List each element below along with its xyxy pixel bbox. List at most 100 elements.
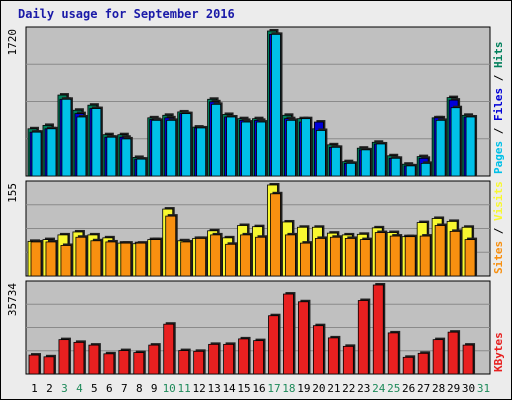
bar-pages-day-15 xyxy=(241,121,251,177)
bar-pages-day-19 xyxy=(301,118,311,177)
panel-hits-files-pages-legend: Pages / Files / Hits xyxy=(492,42,505,175)
x-tick-label-1: 1 xyxy=(31,382,38,395)
bar-pages-day-3 xyxy=(61,98,72,177)
bar-sites-day-9 xyxy=(150,239,162,277)
x-tick-label-8: 8 xyxy=(136,382,143,395)
bar-sites-day-27 xyxy=(419,235,431,277)
bar-sites-day-1 xyxy=(30,241,42,277)
bar-pages-day-22 xyxy=(345,162,356,177)
x-tick-label-24: 24 xyxy=(372,382,386,395)
bar-sites-day-21 xyxy=(329,236,341,277)
x-tick-label-12: 12 xyxy=(193,382,206,395)
bar-kbytes-day-30 xyxy=(462,344,474,375)
bar-kbytes-day-28 xyxy=(432,339,444,375)
bar-sites-day-3 xyxy=(60,245,72,277)
x-tick-label-29: 29 xyxy=(447,382,460,395)
bar-pages-day-16 xyxy=(256,121,266,177)
legend-sites: Sites xyxy=(492,241,505,274)
panel-kbytes-axis-max-label: 35734 xyxy=(6,283,19,316)
legend-sep0: / xyxy=(492,121,505,141)
bar-kbytes-day-11 xyxy=(178,350,190,375)
bar-sites-day-13 xyxy=(210,234,222,277)
bar-kbytes-day-4 xyxy=(73,341,85,375)
bar-pages-day-26 xyxy=(405,165,416,177)
bar-kbytes-day-23 xyxy=(357,300,369,375)
bar-sites-day-11 xyxy=(180,241,192,277)
bar-kbytes-day-9 xyxy=(148,344,160,375)
x-tick-label-14: 14 xyxy=(222,382,236,395)
bar-kbytes-day-1 xyxy=(28,354,40,375)
bar-pages-day-12 xyxy=(196,127,207,177)
bar-sites-day-30 xyxy=(464,239,476,277)
bar-pages-day-4 xyxy=(76,116,87,177)
panel-visits-sites-axis-max-label: 155 xyxy=(6,183,19,203)
bar-sites-day-24 xyxy=(374,232,386,277)
bar-kbytes-day-7 xyxy=(118,350,130,375)
x-tick-label-6: 6 xyxy=(106,382,113,395)
bar-sites-day-12 xyxy=(195,238,207,277)
panel-visits-sites-legend: Sites / Visits xyxy=(492,181,505,274)
bar-sites-day-19 xyxy=(300,242,311,277)
legend-files: Files xyxy=(492,88,505,121)
x-tick-label-16: 16 xyxy=(252,382,265,395)
bar-pages-day-29 xyxy=(450,107,461,177)
legend-visits: Visits xyxy=(492,181,505,221)
x-tick-label-20: 20 xyxy=(312,382,325,395)
bar-kbytes-day-22 xyxy=(342,345,354,375)
bar-kbytes-day-5 xyxy=(88,344,100,375)
x-tick-label-27: 27 xyxy=(417,382,430,395)
x-tick-label-21: 21 xyxy=(327,382,340,395)
x-tick-label-26: 26 xyxy=(402,382,415,395)
x-tick-label-15: 15 xyxy=(237,382,250,395)
bar-kbytes-day-15 xyxy=(238,338,249,375)
bar-sites-day-5 xyxy=(90,240,102,277)
legend-sep0: / xyxy=(492,221,505,241)
x-tick-label-17: 17 xyxy=(267,382,280,395)
bar-pages-day-6 xyxy=(106,136,117,177)
bar-sites-day-10 xyxy=(165,215,177,277)
bar-pages-day-11 xyxy=(181,113,192,177)
bar-pages-day-2 xyxy=(46,128,57,177)
bar-pages-day-14 xyxy=(226,116,236,177)
bar-kbytes-day-8 xyxy=(133,352,145,375)
x-tick-label-3: 3 xyxy=(61,382,68,395)
bar-pages-day-7 xyxy=(121,138,132,177)
bar-sites-day-29 xyxy=(449,230,461,277)
x-tick-label-4: 4 xyxy=(76,382,83,395)
panel-kbytes-legend: KBytes xyxy=(492,332,505,372)
bar-kbytes-day-19 xyxy=(298,301,309,375)
bar-sites-day-25 xyxy=(389,235,401,277)
x-tick-label-28: 28 xyxy=(432,382,445,395)
bar-sites-day-22 xyxy=(344,238,356,277)
bar-pages-day-18 xyxy=(286,119,296,177)
x-tick-label-7: 7 xyxy=(121,382,128,395)
bar-pages-day-23 xyxy=(360,149,371,177)
x-tick-label-18: 18 xyxy=(282,382,295,395)
bar-kbytes-day-27 xyxy=(417,352,429,375)
bar-sites-day-23 xyxy=(359,239,371,277)
bar-pages-day-24 xyxy=(375,143,386,177)
bar-sites-day-20 xyxy=(314,238,326,277)
bar-kbytes-day-6 xyxy=(103,353,115,375)
bar-pages-day-28 xyxy=(435,119,446,177)
bar-sites-day-8 xyxy=(135,242,147,277)
legend-kbytes: KBytes xyxy=(492,332,505,372)
bar-kbytes-day-21 xyxy=(327,337,339,375)
bar-sites-day-15 xyxy=(240,234,251,277)
bar-kbytes-day-29 xyxy=(447,331,459,375)
bar-kbytes-day-2 xyxy=(43,356,55,375)
bar-kbytes-day-25 xyxy=(387,332,399,375)
bar-pages-day-17 xyxy=(271,33,281,177)
bar-sites-day-14 xyxy=(225,243,236,277)
bar-sites-day-28 xyxy=(434,225,446,277)
x-tick-label-10: 10 xyxy=(163,382,176,395)
panel-hits-files-pages-axis-max-label: 1720 xyxy=(6,29,19,56)
bar-pages-day-10 xyxy=(166,119,177,177)
bar-sites-day-17 xyxy=(270,193,281,277)
x-tick-label-25: 25 xyxy=(387,382,400,395)
bar-kbytes-day-13 xyxy=(208,343,220,375)
bar-pages-day-5 xyxy=(91,108,102,177)
x-tick-label-30: 30 xyxy=(462,382,475,395)
bar-sites-day-7 xyxy=(120,242,132,277)
